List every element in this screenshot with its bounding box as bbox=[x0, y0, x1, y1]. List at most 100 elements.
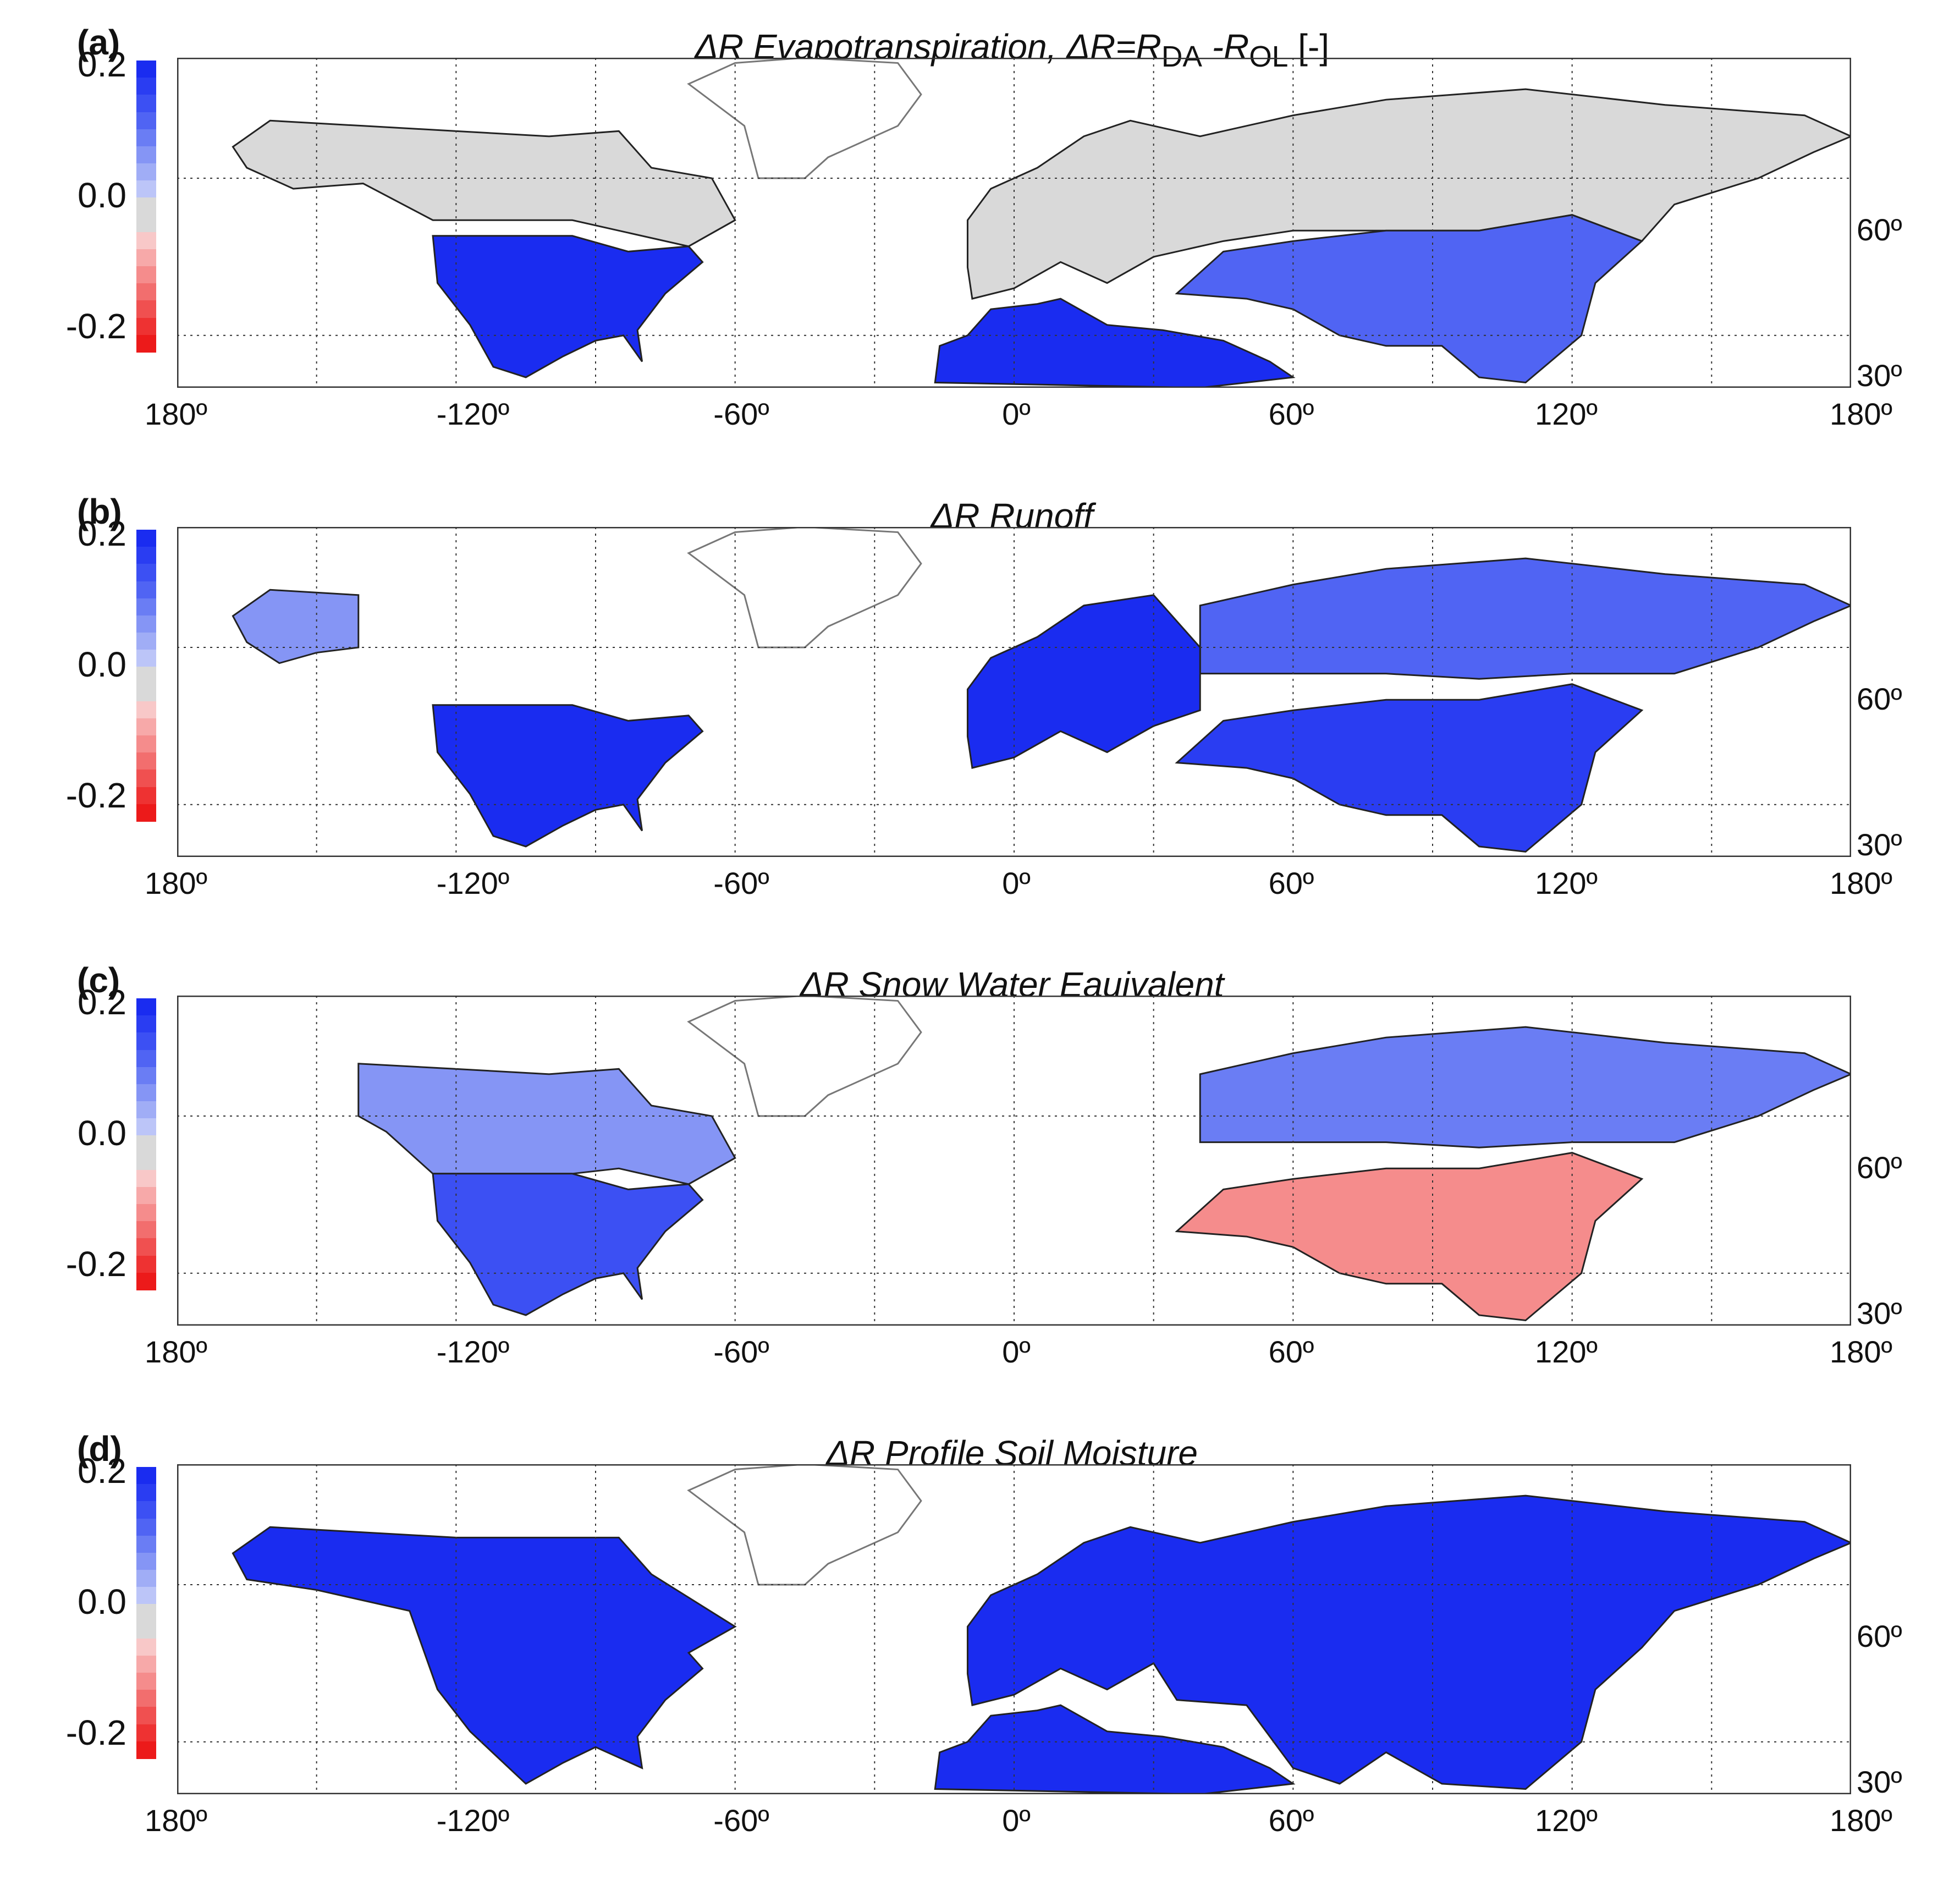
greenland-outline bbox=[687, 58, 922, 179]
colorbar-segment bbox=[136, 1221, 156, 1239]
y-tick-label: 60º bbox=[1857, 682, 1902, 716]
colorbar-segment bbox=[136, 300, 156, 318]
colorbar-segment bbox=[136, 1535, 156, 1553]
colorbar-segment bbox=[136, 1049, 156, 1068]
region-united-states bbox=[432, 704, 704, 848]
colorbar-segment bbox=[136, 1238, 156, 1256]
colorbar-segment bbox=[136, 1084, 156, 1102]
map-frame bbox=[177, 996, 1851, 1326]
colorbar-tick: 0.2 bbox=[78, 1451, 126, 1491]
x-tick-label: 120º bbox=[1535, 866, 1598, 900]
map-svg bbox=[177, 527, 1851, 857]
region-canada bbox=[357, 1063, 736, 1185]
colorbar-segment bbox=[136, 1169, 156, 1188]
colorbar bbox=[136, 61, 156, 353]
colorbar-segment bbox=[136, 667, 156, 685]
colorbar-segment bbox=[136, 547, 156, 565]
colorbar-segment bbox=[136, 232, 156, 250]
colorbar-segment bbox=[136, 752, 156, 771]
panel-label: (c) bbox=[77, 960, 120, 1000]
map-area bbox=[177, 1464, 1851, 1794]
x-tick-label: 60º bbox=[1268, 397, 1314, 431]
x-tick-label: -60º bbox=[713, 397, 769, 431]
colorbar-segment bbox=[136, 283, 156, 301]
colorbar-segment bbox=[136, 1587, 156, 1605]
colorbar-tick: 0.0 bbox=[78, 175, 126, 215]
colorbar-tick: 0.0 bbox=[78, 1582, 126, 1622]
region-europe bbox=[966, 594, 1201, 769]
y-tick-label: 60º bbox=[1857, 1150, 1902, 1185]
greenland-outline bbox=[687, 527, 922, 649]
panel-title: ΔR Evapotranspiration, ΔR=RDA -ROL [-] bbox=[694, 27, 1330, 73]
colorbar-segment bbox=[136, 249, 156, 267]
colorbar-segment bbox=[136, 1032, 156, 1051]
colorbar-segment bbox=[136, 804, 156, 822]
colorbar-segment bbox=[136, 129, 156, 147]
x-tick-label: 0º bbox=[1002, 1334, 1031, 1369]
colorbar-segment bbox=[136, 1272, 156, 1290]
colorbar-segment bbox=[136, 180, 156, 199]
x-tick-label: 0º bbox=[1002, 397, 1031, 431]
panel-title: ΔR Runoff bbox=[931, 496, 1093, 536]
colorbar-segment bbox=[136, 266, 156, 284]
colorbar-tick: -0.2 bbox=[65, 1244, 126, 1284]
map-frame bbox=[177, 58, 1851, 388]
y-tick-label: 30º bbox=[1857, 358, 1902, 393]
colorbar-segment bbox=[136, 1690, 156, 1708]
colorbar-segment bbox=[136, 581, 156, 599]
x-tick-label: 180º bbox=[1830, 1334, 1892, 1369]
colorbar-segment bbox=[136, 998, 156, 1016]
x-tick-label: -60º bbox=[713, 1803, 769, 1838]
region-alaska bbox=[232, 589, 360, 664]
colorbar-segment bbox=[136, 1135, 156, 1153]
x-tick-label: 180º bbox=[1830, 866, 1892, 900]
region-central-asia bbox=[1175, 1152, 1644, 1322]
x-tick-label: 180º bbox=[145, 1803, 207, 1838]
colorbar-segment bbox=[136, 334, 156, 353]
colorbar-tick: -0.2 bbox=[65, 1713, 126, 1752]
colorbar-tick: 0.0 bbox=[78, 645, 126, 684]
colorbar bbox=[136, 530, 156, 822]
colorbar-segment bbox=[136, 718, 156, 737]
colorbar bbox=[136, 998, 156, 1290]
colorbar-segment bbox=[136, 735, 156, 754]
colorbar-segment bbox=[136, 564, 156, 582]
colorbar-segment bbox=[136, 215, 156, 233]
map-area bbox=[177, 996, 1851, 1326]
colorbar-segment bbox=[136, 650, 156, 668]
x-tick-label: 180º bbox=[145, 1334, 207, 1369]
colorbar-segment bbox=[136, 1707, 156, 1725]
colorbar-segment bbox=[136, 1501, 156, 1519]
region-north-america bbox=[232, 1526, 737, 1785]
colorbar-segment bbox=[136, 1741, 156, 1759]
x-tick-label: 60º bbox=[1268, 1803, 1314, 1838]
colorbar-segment bbox=[136, 701, 156, 719]
colorbar-segment bbox=[136, 197, 156, 216]
x-tick-label: 180º bbox=[1830, 1803, 1892, 1838]
colorbar-segment bbox=[136, 1152, 156, 1170]
region-north-africa bbox=[934, 298, 1296, 388]
panel-c: (c) ΔR Snow Water Eauivalent 0.2 0.0 -0.2 1… bbox=[0, 960, 1960, 1427]
colorbar-segment bbox=[136, 787, 156, 805]
colorbar-tick: -0.2 bbox=[65, 306, 126, 346]
region-siberia bbox=[1199, 557, 1851, 680]
colorbar-segment bbox=[136, 598, 156, 616]
x-tick-label: 60º bbox=[1268, 866, 1314, 900]
panel-a: (a) ΔR Evapotranspiration, ΔR=RDA -ROL [… bbox=[0, 22, 1960, 490]
x-tick-label: 0º bbox=[1002, 1803, 1031, 1838]
colorbar-segment bbox=[136, 61, 156, 79]
map-area bbox=[177, 58, 1851, 388]
y-tick-label: 30º bbox=[1857, 1296, 1902, 1331]
colorbar-segment bbox=[136, 1067, 156, 1085]
colorbar-tick: 0.0 bbox=[78, 1113, 126, 1153]
colorbar-segment bbox=[136, 1621, 156, 1639]
colorbar-segment bbox=[136, 1655, 156, 1674]
x-tick-label: -120º bbox=[436, 1803, 510, 1838]
colorbar-segment bbox=[136, 530, 156, 548]
panel-d: (d) ΔR Profile Soil Moisture 0.2 0.0 -0.2 1… bbox=[0, 1428, 1960, 1896]
x-tick-label: -60º bbox=[713, 1334, 769, 1369]
x-tick-label: 60º bbox=[1268, 1334, 1314, 1369]
y-tick-label: 30º bbox=[1857, 827, 1902, 862]
colorbar-segment bbox=[136, 1604, 156, 1622]
colorbar-tick: 0.2 bbox=[78, 514, 126, 553]
